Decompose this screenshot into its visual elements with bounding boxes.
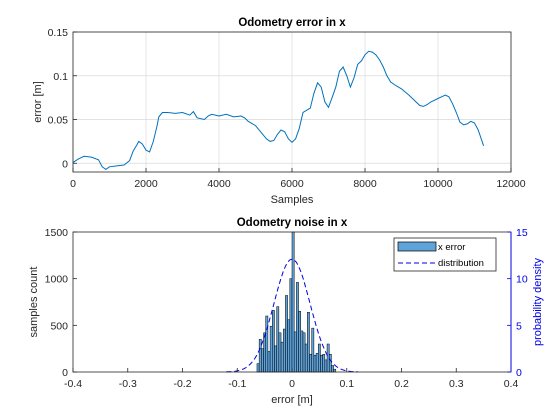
top-line-series	[72, 50, 485, 171]
histogram-bar	[278, 332, 282, 373]
bottom-right-y-tick-label: 0	[516, 367, 522, 379]
histogram-bar	[326, 343, 330, 373]
bottom-right-y-tick-label: 5	[516, 320, 522, 332]
bottom-x-tick-label: 0.1	[339, 378, 354, 390]
histogram-bar	[267, 351, 271, 373]
histogram-bar	[263, 332, 266, 373]
bottom-y-axis-label: samples count	[28, 267, 40, 338]
bottom-axes: -0.4 -0.3 -0.2 -0.1 0 0.1 0.2 0.3 0.405001000150…	[28, 217, 544, 406]
distribution-line	[226, 258, 358, 373]
top-x-tick-label: 8000	[353, 178, 377, 190]
histogram-bar	[280, 341, 284, 373]
legend-label-distribution: distribution	[438, 258, 484, 269]
histogram-bar	[258, 339, 262, 373]
top-x-tick-label: 12000	[496, 178, 525, 190]
legend-swatch-bar	[397, 241, 437, 252]
bottom-ticks: -0.4 -0.3 -0.2 -0.1 0 0.1 0.2 0.3 0.405001000150…	[45, 227, 528, 390]
bottom-x-tick-label: -0.3	[119, 378, 137, 390]
histogram-bars	[256, 231, 337, 373]
histogram-bar	[304, 343, 308, 373]
histogram-bar	[274, 345, 277, 373]
histogram-bar	[265, 315, 269, 373]
histogram-bar	[256, 363, 260, 373]
histogram-bar	[322, 354, 326, 373]
histogram-bar	[282, 328, 286, 373]
histogram-bar	[276, 306, 280, 373]
bottom-x-tick-label: 0.4	[504, 378, 519, 390]
histogram-bar	[315, 353, 319, 373]
histogram-bar	[331, 365, 334, 373]
histogram-bar	[300, 330, 304, 373]
bottom-x-tick-label: -0.1	[228, 378, 246, 390]
bottom-right-y-tick-label: 10	[516, 274, 528, 286]
histogram-bar	[302, 332, 306, 373]
histogram-bar	[333, 368, 337, 373]
bottom-y-tick-label: 1500	[45, 227, 69, 239]
histogram-bar	[269, 326, 273, 373]
legend-label-x-error: x error	[438, 242, 465, 253]
histogram-bar	[324, 359, 328, 373]
top-x-axis-label: Samples	[271, 194, 314, 206]
bottom-x-tick-label: 0	[289, 378, 295, 390]
legend: x error distribution	[393, 237, 497, 272]
bottom-right-y-axis-label: probability density	[532, 257, 544, 346]
top-x-tick-label: 6000	[280, 178, 304, 190]
histogram-bar	[298, 311, 302, 373]
histogram-bar	[318, 343, 321, 373]
bottom-x-axis-label: error [m]	[271, 394, 313, 406]
histogram-bar	[272, 310, 275, 373]
bottom-x-tick-label: 0.3	[449, 378, 464, 390]
bottom-x-tick-label: -0.4	[64, 378, 82, 390]
top-y-axis-label: error [m]	[32, 81, 44, 123]
bottom-chart-title: Odometry noise in x	[237, 217, 348, 229]
histogram-bar	[328, 354, 332, 373]
top-x-tick-label: 10000	[423, 178, 452, 190]
top-axes: 0 2000 4000 6000 8000 10000 1200000.050.10.15 …	[32, 17, 526, 206]
top-y-tick-label: 0.1	[53, 71, 68, 83]
histogram-bar	[307, 312, 310, 373]
histogram-bar	[291, 231, 295, 373]
top-x-tick-label: 2000	[134, 178, 158, 190]
bottom-right-y-tick-label: 15	[516, 227, 528, 239]
histogram-bar	[296, 282, 299, 373]
top-y-tick-label: 0.05	[48, 115, 69, 127]
top-y-tick-label: 0.15	[48, 27, 69, 39]
histogram-bar	[309, 354, 312, 373]
bottom-y-tick-label: 500	[50, 320, 68, 332]
top-x-tick-label: 0	[70, 178, 76, 190]
histogram-bar	[311, 327, 315, 373]
top-x-tick-label: 4000	[207, 178, 231, 190]
bottom-x-tick-label: -0.2	[173, 378, 191, 390]
odometry-error-line	[72, 50, 485, 171]
top-y-tick-label: 0	[62, 158, 68, 170]
top-chart-title: Odometry error in x	[238, 17, 346, 29]
histogram-bar	[261, 348, 264, 373]
histogram-bar	[289, 278, 293, 373]
bottom-y-tick-label: 1000	[45, 274, 69, 286]
histogram-bar	[293, 331, 297, 373]
bottom-x-tick-label: 0.2	[394, 378, 409, 390]
histogram-bar	[320, 354, 323, 373]
histogram-bar	[313, 354, 317, 373]
histogram-bar	[285, 295, 288, 373]
top-ticks: 0 2000 4000 6000 8000 10000 12000 0 0.05 0.1 0.15	[48, 27, 526, 190]
histogram-bar	[287, 319, 291, 373]
distribution-curve	[226, 258, 358, 373]
bottom-y-tick-label: 0	[62, 367, 68, 379]
